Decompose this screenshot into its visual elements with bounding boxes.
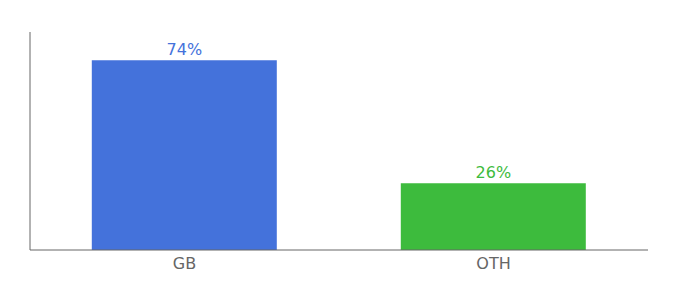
svg-text:26%: 26%: [476, 163, 512, 182]
svg-text:GB: GB: [173, 254, 196, 273]
svg-text:OTH: OTH: [476, 254, 510, 273]
svg-text:74%: 74%: [167, 40, 203, 59]
